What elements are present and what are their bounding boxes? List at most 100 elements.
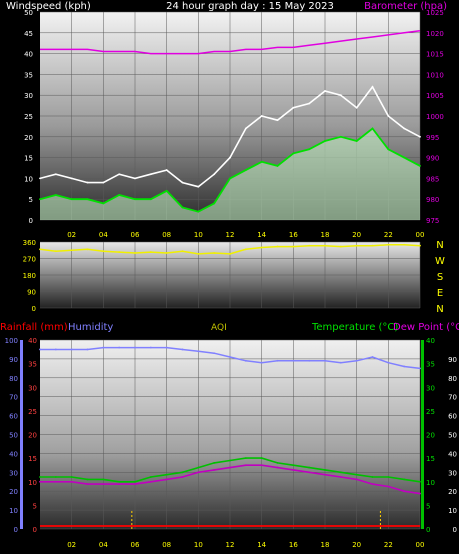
wind-average-point	[260, 160, 263, 163]
humidity-point	[118, 346, 121, 349]
temperature-x-tick-label: 08	[162, 541, 171, 549]
wind-x-tick-label: 16	[289, 231, 298, 239]
dew-point-point	[403, 490, 406, 493]
wind-direction-point	[181, 250, 184, 253]
wind-average-area	[40, 128, 420, 220]
humidity-point	[292, 359, 295, 362]
wind-y-tick-label: 5	[29, 196, 33, 204]
humidity-axis-bar	[20, 340, 23, 529]
wind-direction-point	[102, 250, 105, 253]
gust-point	[308, 102, 311, 105]
humidity-point	[213, 352, 216, 355]
barometer-y-tick-label: 1020	[426, 30, 444, 38]
dew-point-point	[86, 483, 89, 486]
wind-direction-point	[197, 253, 200, 255]
barometer-y-tick-label: 980	[426, 196, 439, 204]
wind-average-point	[102, 202, 105, 205]
temperature-y-tick-label: 20	[426, 432, 435, 440]
gust-point	[102, 181, 105, 184]
barometer-y-tick-label: 1005	[426, 92, 444, 100]
gust-point	[197, 185, 200, 188]
dew-point-point	[260, 464, 263, 467]
dew-point-point	[308, 471, 311, 474]
barometer-y-tick-label: 1025	[426, 9, 444, 17]
barometer-line	[40, 29, 421, 55]
temperature-y-tick-label: 25	[426, 408, 435, 416]
temperature-point	[102, 478, 105, 481]
dew-point-point	[165, 478, 168, 481]
wind-x-tick-label: 12	[226, 231, 235, 239]
dew-point-point	[213, 469, 216, 471]
humidity-point	[102, 346, 105, 349]
humidity-point	[165, 346, 168, 349]
wind-average-point	[419, 165, 421, 167]
temperature-x-tick-label: 04	[99, 541, 108, 549]
temperature-point	[339, 471, 342, 474]
temperature-x-tick-label: 14	[257, 541, 266, 549]
gust-point	[292, 106, 295, 109]
aqi-y-tick-label: 0	[453, 526, 457, 534]
aqi-y-tick-label: 90	[448, 356, 457, 364]
dew-point-point	[118, 483, 121, 486]
wind-average-point	[292, 152, 295, 155]
humidity-y-tick-label: 80	[9, 375, 18, 383]
wind-average-point	[387, 148, 390, 151]
wind-x-tick-label: 22	[384, 231, 393, 239]
wind-direction-point	[371, 244, 374, 247]
humidity-point	[403, 365, 406, 368]
temperature-point	[403, 478, 406, 481]
wind-y-tick-label: 45	[24, 30, 33, 38]
gust-point	[54, 173, 57, 176]
barometer-y-tick-label: 995	[426, 134, 439, 142]
temperature-x-tick-label: 20	[352, 541, 361, 549]
temperature-x-tick-label: 18	[321, 541, 330, 549]
aqi-y-tick-label: 80	[448, 375, 457, 383]
gust-point	[181, 181, 184, 184]
rainfall-y-tick-label: 15	[28, 455, 37, 463]
compass-label: N	[436, 304, 443, 315]
humidity-y-tick-label: 0	[14, 526, 18, 534]
temperature-point	[292, 464, 295, 467]
dew-point-point	[39, 480, 41, 483]
rainfall-y-tick-label: 35	[28, 361, 37, 369]
wind-direction-point	[149, 251, 152, 253]
temperature-point	[260, 457, 263, 460]
wind-direction-point	[229, 253, 231, 255]
temperature-x-tick-label: 06	[131, 541, 140, 549]
temperature-axis-title: Temperature (°C)	[311, 322, 398, 333]
aqi-axis-title: AQI	[211, 323, 227, 333]
wind-direction-point	[213, 252, 216, 254]
aqi-y-tick-label: 40	[448, 450, 457, 458]
wind-average-point	[181, 206, 184, 209]
wind-direction-point	[339, 245, 342, 248]
direction-y-tick-label: 0	[32, 305, 36, 313]
direction-y-tick-label: 180	[23, 272, 36, 280]
humidity-point	[276, 359, 279, 362]
rainfall-y-tick-label: 10	[28, 479, 37, 487]
humidity-point	[54, 348, 57, 351]
humidity-point	[70, 348, 73, 351]
dew-point-point	[134, 483, 136, 486]
compass-label: E	[437, 288, 443, 299]
temperature-point	[54, 476, 57, 478]
dew-point-point	[324, 473, 326, 476]
wind-direction-point	[419, 244, 421, 247]
wind-direction-point	[70, 249, 73, 252]
wind-average-point	[134, 198, 136, 201]
wind-direction-point	[118, 251, 121, 253]
temperature-y-tick-label: 30	[426, 384, 435, 392]
temperature-point	[165, 473, 168, 476]
wind-direction-point	[39, 248, 41, 251]
temperature-point	[419, 480, 421, 483]
temperature-point	[387, 476, 390, 478]
wind-y-tick-label: 10	[24, 175, 33, 183]
gust-point	[403, 127, 406, 130]
wind-y-tick-label: 35	[24, 71, 33, 79]
humidity-point	[308, 359, 311, 362]
wind-direction-point	[86, 248, 89, 251]
barometer-axis-title: Barometer (hpa)	[364, 1, 447, 12]
wind-x-tick-label: 14	[257, 231, 266, 239]
temperature-y-tick-label: 15	[426, 455, 435, 463]
temperature-x-tick-label: 00	[416, 541, 425, 549]
